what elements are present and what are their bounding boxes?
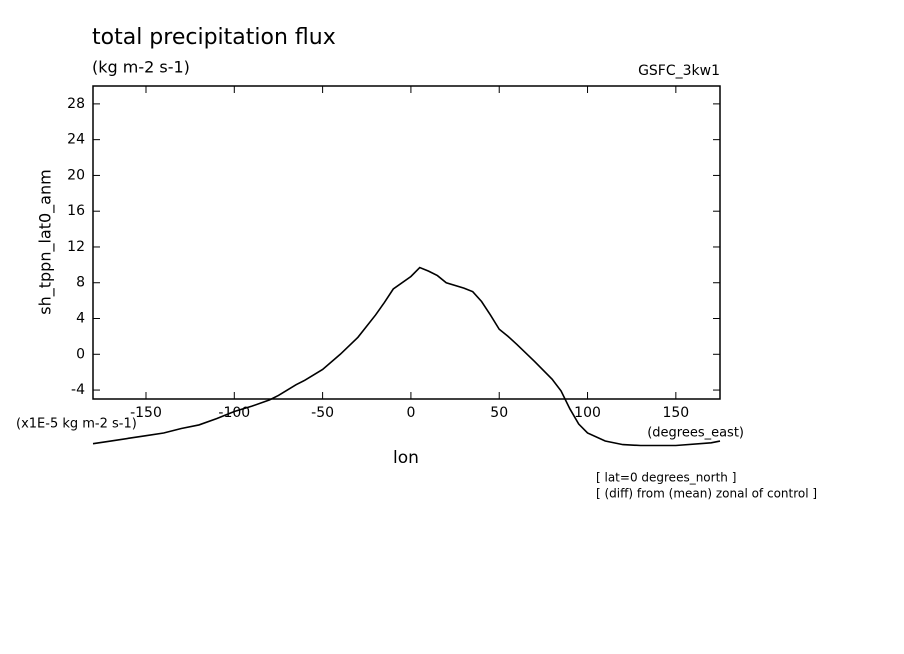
x-axis-label: lon (393, 448, 419, 468)
y-tick-label: 28 (67, 96, 85, 112)
x-tick-label: 150 (662, 405, 689, 421)
y-tick-label: 0 (76, 346, 85, 362)
x-tick-label: 0 (406, 405, 415, 421)
x-tick-label: 100 (574, 405, 601, 421)
y-tick-label: 20 (67, 167, 85, 183)
x-tick-label: -150 (130, 405, 162, 421)
y-tick-label: 16 (67, 203, 85, 219)
y-tick-label: 24 (67, 132, 85, 148)
y-units: (x1E-5 kg m-2 s-1) (16, 417, 137, 432)
x-tick-label: 50 (490, 405, 508, 421)
plot-frame (92, 85, 721, 400)
chart-subtitle: (kg m-2 s-1) (92, 58, 190, 77)
y-tick-label: -4 (71, 382, 85, 398)
annotation: [ (diff) from (mean) zonal of control ] (596, 487, 817, 501)
annotation: [ lat=0 degrees_north ] (596, 471, 736, 485)
data-line (92, 266, 721, 447)
y-tick-label: 4 (76, 311, 85, 327)
x-tick-label: -50 (311, 405, 334, 421)
y-tick-label: 8 (76, 275, 85, 291)
dataset-label: GSFC_3kw1 (638, 63, 720, 79)
y-tick-label: 12 (67, 239, 85, 255)
y-axis-label: sh_tppn_lat0_anm (36, 169, 56, 314)
chart-title: total precipitation flux (92, 25, 336, 50)
x-units: (degrees_east) (647, 426, 744, 441)
